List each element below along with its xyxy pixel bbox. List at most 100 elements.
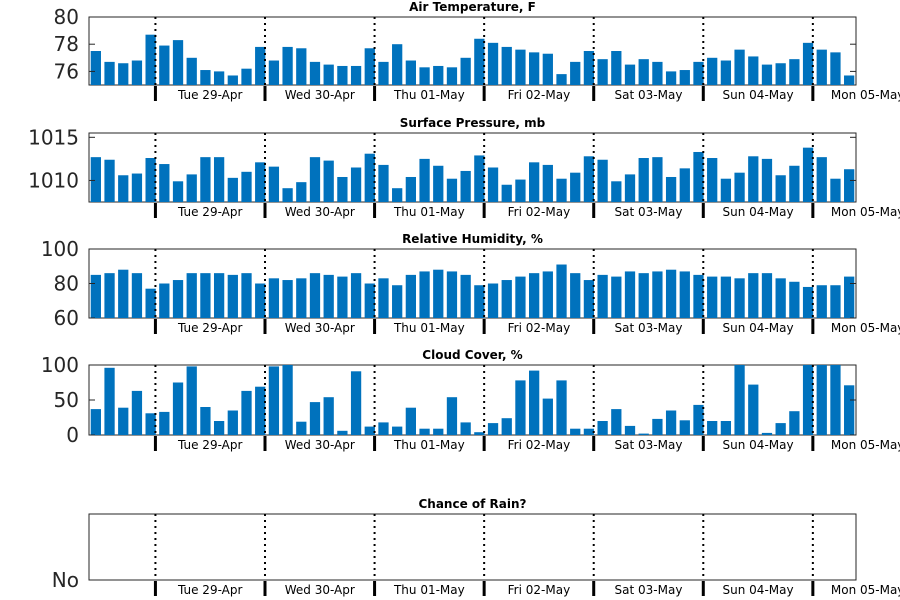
- bar: [802, 286, 814, 318]
- bar: [693, 151, 704, 202]
- bar: [392, 188, 403, 202]
- bar: [131, 60, 143, 85]
- bar: [145, 413, 156, 435]
- bar: [624, 64, 636, 85]
- y-tick-label: 50: [54, 388, 79, 412]
- bar: [597, 159, 608, 202]
- bar: [734, 172, 745, 202]
- bar: [104, 367, 115, 435]
- bar: [775, 423, 786, 435]
- bar: [789, 59, 800, 85]
- y-tick-label: 60: [54, 306, 79, 330]
- x-tick-label: Thu 01-May: [393, 205, 465, 219]
- bar: [446, 271, 458, 318]
- y-tick-label: 1010: [28, 168, 79, 192]
- bar: [720, 60, 732, 85]
- x-tick-label: Thu 01-May: [393, 88, 465, 102]
- bar: [90, 274, 101, 319]
- x-tick-label: Wed 30-Apr: [285, 88, 355, 102]
- bar: [419, 428, 430, 435]
- bar: [227, 177, 238, 202]
- chart-panel: 1010 1015 Surface Pressure, mb Tue 29-Apr We…: [28, 116, 900, 219]
- x-tick: [263, 86, 267, 101]
- bar: [241, 273, 252, 318]
- bar: [707, 57, 718, 85]
- bar: [748, 156, 759, 202]
- bar: [392, 426, 403, 435]
- x-tick: [153, 436, 157, 451]
- x-tick: [592, 319, 596, 334]
- bar: [570, 172, 581, 202]
- x-tick: [482, 319, 486, 334]
- bar: [378, 164, 389, 202]
- bar: [255, 46, 266, 85]
- bar: [844, 169, 855, 202]
- bar: [624, 174, 636, 202]
- panel-title: Surface Pressure, mb: [400, 116, 546, 130]
- bar: [515, 49, 526, 85]
- x-tick: [373, 436, 377, 451]
- bar: [186, 174, 197, 202]
- x-tick: [701, 86, 705, 101]
- bar: [474, 38, 485, 85]
- x-tick-label: Tue 29-Apr: [177, 583, 242, 597]
- bar: [159, 45, 170, 85]
- bar: [638, 273, 649, 318]
- bar: [118, 63, 129, 85]
- bar: [433, 65, 444, 85]
- bar: [446, 67, 458, 85]
- bar: [172, 382, 184, 435]
- bar: [186, 366, 197, 435]
- bar: [213, 157, 225, 202]
- bar: [364, 153, 375, 202]
- bar: [665, 176, 677, 202]
- bar: [529, 370, 540, 435]
- chart-panel: 60 80 100 Relative Humidity, % Tue 29-Apr Wed…: [41, 232, 900, 335]
- x-tick: [153, 203, 157, 218]
- bar: [487, 423, 499, 435]
- x-tick: [263, 581, 267, 596]
- bar: [282, 365, 293, 435]
- bar: [652, 418, 663, 435]
- bar: [282, 280, 293, 318]
- bar: [460, 170, 471, 202]
- bar: [145, 34, 156, 85]
- bar: [337, 176, 348, 202]
- bar: [844, 75, 855, 85]
- x-tick-label: Sat 03-May: [615, 88, 683, 102]
- bar: [186, 273, 197, 318]
- x-tick: [373, 203, 377, 218]
- bar: [337, 65, 348, 85]
- bar: [460, 422, 471, 435]
- bar: [556, 74, 567, 85]
- bar: [556, 178, 567, 202]
- bar: [611, 51, 622, 85]
- x-tick-label: Sun 04-May: [723, 438, 794, 452]
- bar: [118, 407, 129, 435]
- bar: [131, 173, 143, 202]
- bar: [707, 158, 718, 202]
- x-tick: [153, 86, 157, 101]
- bar: [611, 409, 622, 435]
- bar: [748, 384, 759, 435]
- bar: [638, 158, 649, 202]
- bar: [707, 276, 718, 318]
- bar: [529, 52, 540, 85]
- bar: [597, 274, 608, 319]
- bar: [213, 421, 225, 435]
- bar: [487, 42, 499, 85]
- bar: [652, 157, 663, 202]
- bar: [665, 269, 677, 318]
- x-tick-label: Sun 04-May: [723, 583, 794, 597]
- bar: [775, 278, 786, 318]
- bar: [145, 158, 156, 202]
- chart-panel: 76 78 80 Air Temperature, F Tue 29-Apr Wed 30…: [54, 0, 900, 102]
- bar: [255, 283, 266, 318]
- bar: [282, 188, 293, 202]
- x-tick: [373, 319, 377, 334]
- bar: [309, 157, 321, 202]
- bar: [350, 371, 362, 435]
- panel-title: Cloud Cover, %: [422, 348, 522, 362]
- bar: [118, 269, 129, 318]
- bar: [446, 397, 458, 435]
